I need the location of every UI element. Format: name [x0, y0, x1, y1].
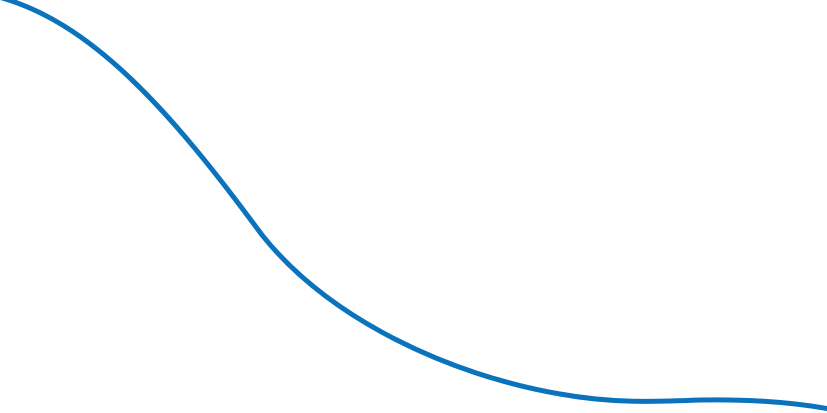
wave-curve-icon	[0, 0, 827, 412]
decorative-wave	[0, 0, 827, 412]
wave-path	[0, 0, 827, 412]
